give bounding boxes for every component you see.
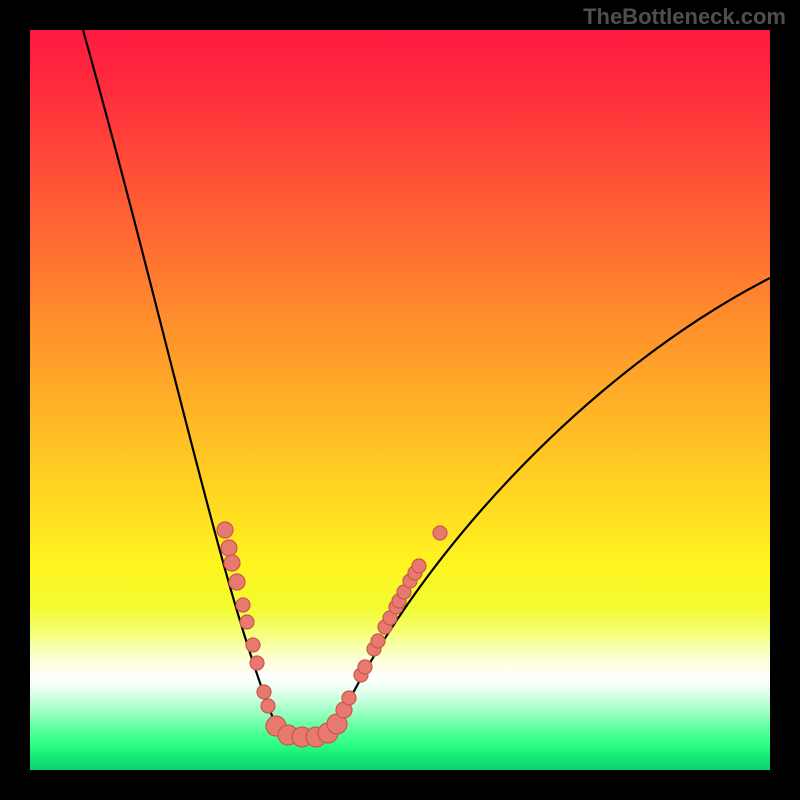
data-marker [221,540,237,556]
bottleneck-chart [0,0,800,800]
data-marker [246,638,260,652]
watermark-text: TheBottleneck.com [583,4,786,30]
data-marker [240,615,254,629]
data-marker [236,598,250,612]
data-marker [433,526,447,540]
data-marker [261,699,275,713]
data-marker [412,559,426,573]
gradient-background [30,30,770,770]
data-marker [224,555,240,571]
data-marker [229,574,245,590]
data-marker [217,522,233,538]
data-marker [257,685,271,699]
data-marker [358,660,372,674]
data-marker [250,656,264,670]
data-marker [371,634,385,648]
data-marker [342,691,356,705]
